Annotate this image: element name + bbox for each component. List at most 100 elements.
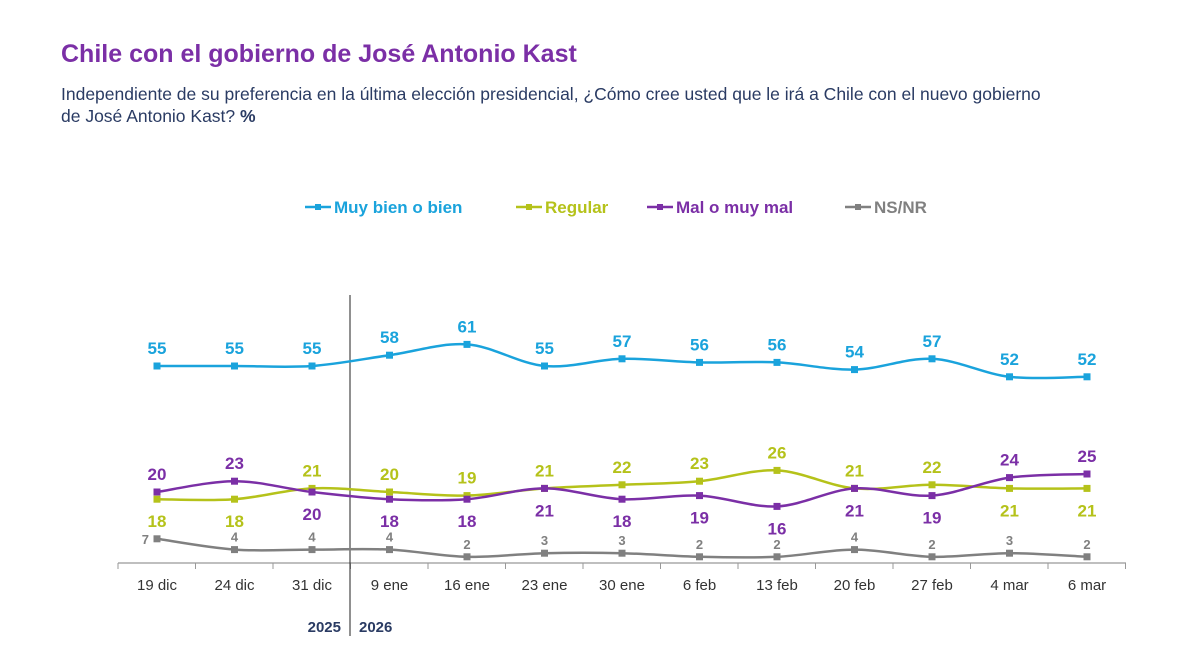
data-point	[153, 535, 161, 543]
data-point	[153, 362, 161, 370]
data-point	[386, 488, 393, 496]
data-point	[851, 484, 858, 492]
x-tick-label: 4 mar	[990, 577, 1028, 594]
data-label: 21	[535, 461, 554, 480]
data-label: 61	[458, 317, 477, 336]
data-label: 2	[463, 537, 470, 552]
data-label: 3	[1006, 533, 1013, 548]
data-point	[386, 351, 393, 359]
data-point	[153, 495, 161, 503]
data-label: 54	[845, 343, 864, 362]
data-label: 19	[690, 509, 709, 528]
data-point	[308, 546, 316, 554]
data-label: 20	[380, 465, 399, 484]
data-label: 56	[690, 335, 709, 354]
subtitle-unit: %	[240, 106, 256, 126]
data-point	[618, 495, 626, 503]
year-label-2026: 2026	[359, 619, 392, 636]
legend-marker	[657, 204, 663, 210]
data-point	[1006, 549, 1013, 557]
data-point	[541, 362, 548, 370]
data-label: 21	[845, 501, 864, 520]
x-tick-label: 6 feb	[683, 577, 716, 594]
data-label: 18	[613, 512, 632, 531]
data-label: 22	[923, 458, 942, 477]
data-label: 20	[303, 505, 322, 524]
x-tick-label: 13 feb	[756, 577, 798, 594]
data-point	[696, 492, 703, 500]
x-tick-label: 9 ene	[371, 577, 409, 594]
data-label: 22	[613, 458, 632, 477]
data-label: 23	[225, 454, 244, 473]
data-label: 7	[142, 532, 149, 547]
data-point	[386, 495, 393, 503]
data-label: 4	[308, 530, 316, 545]
x-tick-label: 31 dic	[292, 577, 333, 594]
chart-title: Chile con el gobierno de José Antonio Ka…	[61, 40, 577, 68]
data-label: 21	[303, 461, 322, 480]
data-point	[928, 553, 936, 561]
subtitle-text: Independiente de su preferencia en la úl…	[61, 84, 1041, 126]
data-point	[231, 495, 238, 503]
data-point	[851, 546, 858, 554]
data-label: 21	[1000, 501, 1019, 520]
data-point	[1006, 474, 1013, 482]
data-point	[1006, 373, 1013, 381]
legend-marker	[315, 204, 321, 210]
legend-marker	[855, 204, 861, 210]
data-label: 18	[225, 512, 244, 531]
data-label: 16	[768, 519, 787, 538]
x-tick-label: 19 dic	[137, 577, 178, 594]
data-point	[231, 362, 238, 370]
data-label: 55	[225, 339, 244, 358]
x-tick-label: 27 feb	[911, 577, 953, 594]
data-label: 4	[231, 530, 239, 545]
data-point	[308, 488, 316, 496]
data-point	[618, 549, 626, 557]
data-point	[1083, 553, 1091, 561]
data-point	[541, 549, 548, 557]
data-point	[463, 495, 471, 503]
x-tick-label: 16 ene	[444, 577, 490, 594]
data-label: 57	[923, 332, 942, 351]
legend-marker	[526, 204, 532, 210]
data-point	[773, 502, 781, 510]
data-point	[463, 553, 471, 561]
data-label: 4	[851, 530, 859, 545]
data-point	[773, 358, 781, 366]
data-point	[231, 477, 238, 485]
data-label: 23	[690, 454, 709, 473]
data-label: 2	[1083, 537, 1090, 552]
data-label: 21	[535, 501, 554, 520]
data-label: 52	[1078, 350, 1097, 369]
data-label: 2	[696, 537, 703, 552]
legend-label: Regular	[545, 198, 609, 217]
legend-label: Mal o muy mal	[676, 198, 793, 217]
data-point	[773, 553, 781, 561]
data-label: 19	[923, 509, 942, 528]
data-point	[928, 481, 936, 489]
data-label: 58	[380, 328, 399, 347]
data-point	[541, 484, 548, 492]
data-label: 57	[613, 332, 632, 351]
data-point	[231, 546, 238, 554]
data-label: 18	[458, 512, 477, 531]
data-point	[696, 553, 703, 561]
data-point	[463, 340, 471, 348]
data-label: 55	[535, 339, 554, 358]
data-point	[1083, 373, 1091, 381]
chart-subtitle: Independiente de su preferencia en la úl…	[61, 83, 1061, 127]
x-tick-label: 20 feb	[834, 577, 876, 594]
data-label: 3	[541, 533, 548, 548]
x-tick-label: 30 ene	[599, 577, 645, 594]
data-label: 18	[380, 512, 399, 531]
data-label: 21	[845, 461, 864, 480]
data-point	[1083, 470, 1091, 478]
x-tick-label: 24 dic	[214, 577, 255, 594]
data-label: 21	[1078, 501, 1097, 520]
data-label: 56	[768, 335, 787, 354]
data-label: 55	[148, 339, 167, 358]
legend-label: Muy bien o bien	[334, 198, 462, 217]
data-label: 18	[148, 512, 167, 531]
